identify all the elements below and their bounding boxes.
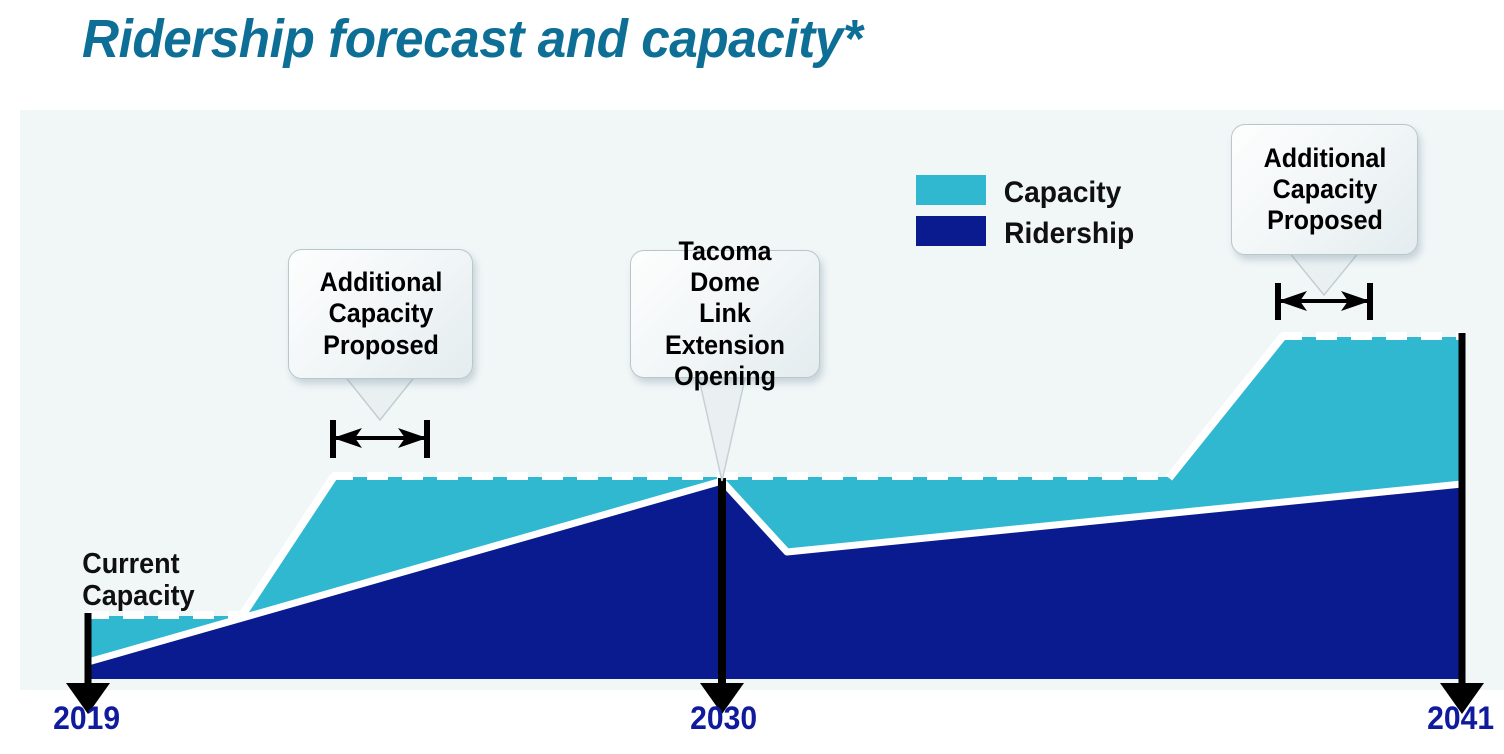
callout-right-line1: Additional bbox=[1263, 142, 1386, 173]
callout-mid-line2: Link Extension bbox=[665, 298, 785, 360]
axis-label-2019-text: 2019 bbox=[53, 700, 121, 736]
legend-ridership-text: Ridership bbox=[1004, 217, 1135, 250]
axis-label-2041: 2041 bbox=[1425, 700, 1496, 737]
axis-label-2041-text: 2041 bbox=[1427, 700, 1495, 736]
axis-marker-2030 bbox=[700, 478, 744, 714]
legend-capacity-text: Capacity bbox=[1003, 176, 1122, 209]
capacity-rise-edge-2 bbox=[1165, 333, 1287, 481]
legend-label-ridership: Ridership bbox=[1000, 217, 1138, 251]
callout-right-line2: Capacity bbox=[1272, 173, 1377, 204]
axis-label-2019: 2019 bbox=[51, 700, 122, 737]
ridership-area bbox=[88, 481, 1462, 679]
callout-additional-capacity-left: Additional Capacity Proposed bbox=[288, 249, 473, 379]
callout-right-line3: Proposed bbox=[1266, 205, 1383, 236]
span-indicator-left bbox=[330, 420, 430, 458]
current-capacity-label: Current Capacity bbox=[78, 548, 199, 613]
callout-tacoma-dome-link-extension: Tacoma Dome Link Extension Opening bbox=[630, 236, 820, 391]
current-capacity-line1: Current bbox=[82, 548, 180, 580]
axis-label-2030-text: 2030 bbox=[690, 700, 758, 736]
axis-label-2030: 2030 bbox=[688, 700, 759, 737]
ridership-top-edge bbox=[87, 477, 1463, 666]
capacity-rise-edge-1 bbox=[237, 473, 338, 620]
callout-left-tail bbox=[342, 374, 418, 422]
current-capacity-line2: Capacity bbox=[82, 580, 195, 613]
callout-additional-capacity-right: Additional Capacity Proposed bbox=[1231, 124, 1418, 255]
callout-mid-line1: Tacoma Dome bbox=[678, 235, 772, 298]
legend-swatch-capacity bbox=[916, 175, 986, 205]
callout-mid-line3: Opening bbox=[674, 360, 776, 391]
axis-marker-2041 bbox=[1440, 333, 1484, 714]
axis-marker-2019 bbox=[66, 613, 110, 714]
span-indicator-right bbox=[1275, 283, 1373, 320]
legend-label-capacity: Capacity bbox=[1000, 176, 1125, 210]
callout-left-line3: Proposed bbox=[322, 329, 439, 360]
page-title: Ridership forecast and capacity* bbox=[82, 9, 863, 69]
callout-left-line2: Capacity bbox=[328, 298, 433, 329]
callout-right-tail bbox=[1286, 250, 1362, 297]
legend-swatch-ridership bbox=[916, 216, 986, 246]
callout-left-line1: Additional bbox=[319, 267, 442, 298]
